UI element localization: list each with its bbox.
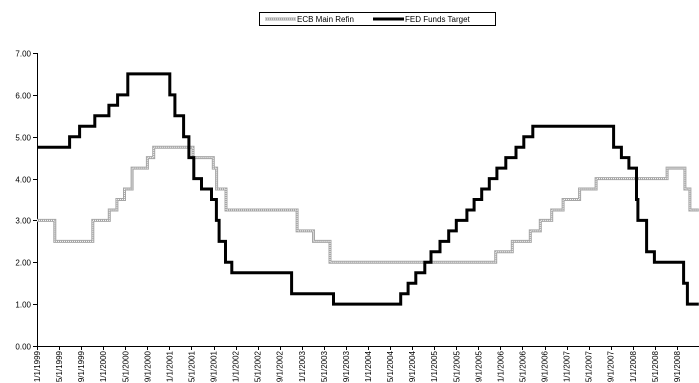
y-tick-label: 7.00 [15,50,31,59]
legend-label-fed: FED Funds Target [405,15,471,24]
x-tick-label: 5/1/2000 [121,350,130,382]
y-tick-label: 1.00 [15,301,31,310]
y-tick-label: 3.00 [15,217,31,226]
y-tick-label: 2.00 [15,259,31,268]
x-tick-label: 9/1/2004 [408,350,417,382]
x-tick-label: 1/1/2005 [430,350,439,382]
x-tick-label: 5/1/2004 [386,350,395,382]
x-tick-label: 5/1/2006 [518,350,527,382]
x-tick-label: 1/1/2006 [496,350,505,382]
x-tick-label: 1/1/2003 [298,350,307,382]
x-tick-label: 1/1/2004 [364,350,373,382]
y-tick-label: 6.00 [15,92,31,101]
x-tick-label: 1/1/2002 [232,350,241,382]
y-tick-label: 5.00 [15,134,31,143]
series-line-ecb-pattern [37,146,699,263]
legend: ECB Main Refin FED Funds Target [259,12,496,26]
series-line-ecb [37,145,699,264]
x-tick-label: 5/1/2008 [651,350,660,382]
x-tick-label: 5/1/2002 [254,350,263,382]
x-tick-label: 1/1/2007 [563,350,572,382]
x-tick-label: 1/1/1999 [33,350,42,382]
x-tick-label: 5/1/2007 [585,350,594,382]
x-tick-label: 1/1/2001 [165,350,174,382]
x-tick-label: 5/1/2003 [320,350,329,382]
x-tick-label: 9/1/2007 [607,350,616,382]
x-tick-label: 9/1/2008 [673,350,682,382]
x-tick-label: 9/1/1999 [77,350,86,382]
x-tick-label: 1/1/2000 [99,350,108,382]
series-layer [37,72,699,306]
x-tick-label: 9/1/2000 [143,350,152,382]
x-tick-label: 9/1/2001 [210,350,219,382]
x-tick-label: 9/1/2006 [541,350,550,382]
x-tick-label: 1/1/2008 [629,350,638,382]
x-tick-label: 9/1/2003 [342,350,351,382]
x-tick-label: 5/1/1999 [55,350,64,382]
y-tick-label: 4.00 [15,176,31,185]
y-tick-label: 0.00 [15,343,31,352]
axes: 0.00 1.00 2.00 3.00 4.00 5.00 6.00 7.00 1/1/1999… [15,50,699,382]
x-tick-label: 5/1/2005 [452,350,461,382]
legend-label-ecb: ECB Main Refin [297,15,354,24]
x-tick-label: 9/1/2005 [474,350,483,382]
x-tick-label: 5/1/2001 [187,350,196,382]
x-tick-label: 9/1/2002 [276,350,285,382]
series-line-fed [37,72,699,306]
